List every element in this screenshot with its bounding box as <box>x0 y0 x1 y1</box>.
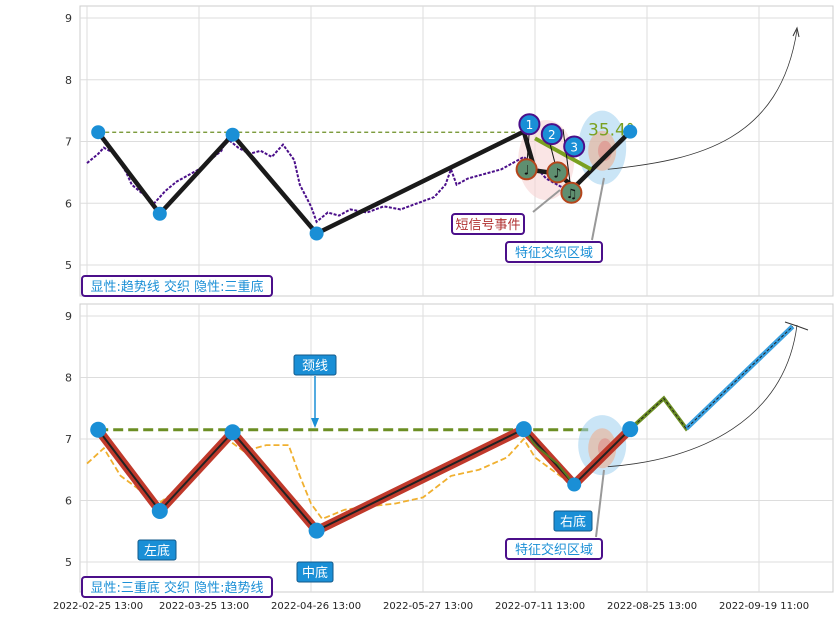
neckline-pointer-head <box>311 418 319 428</box>
price-line <box>86 136 575 224</box>
y-tick-label: 6 <box>65 495 72 508</box>
projection-arc <box>607 324 798 468</box>
plot-area-0 <box>79 5 834 297</box>
angle-label: 35.4° <box>588 120 634 140</box>
plot-area-1 <box>79 303 834 593</box>
x-tick-label: 2022-04-26 13:00 <box>271 601 361 612</box>
neckline-label-box <box>293 354 337 376</box>
note-marker <box>546 161 569 184</box>
signal-marker <box>540 123 563 146</box>
pivot-point <box>151 502 168 519</box>
pivot-point <box>622 421 639 438</box>
y-tick-label: 9 <box>65 12 72 25</box>
middle-bottom-label: 中底 <box>302 565 328 581</box>
note-marker <box>560 181 583 204</box>
arrow-head <box>792 26 800 38</box>
short-signal-label-box <box>451 213 525 235</box>
y-tick-label: 9 <box>65 310 72 323</box>
y-tick-label: 5 <box>65 556 72 569</box>
x-tick-label: 2022-03-25 13:00 <box>159 601 249 612</box>
feature-zone-label-box <box>505 241 603 263</box>
note-glyph: ♫ <box>566 187 578 202</box>
left-bottom-label-box <box>137 539 177 561</box>
legend-label: 显性:趋势线 交织 隐性:三重底 <box>90 279 263 295</box>
middle-bottom-label-box <box>296 561 334 583</box>
signal-marker <box>563 135 586 158</box>
annotation-arrow <box>591 177 605 241</box>
x-tick-label: 2022-02-25 13:00 <box>53 601 143 612</box>
pivot-point <box>224 424 241 441</box>
short-signal-label: 短信号事件 <box>455 218 520 233</box>
feature-zone-label-box <box>505 538 603 560</box>
pivot-point <box>623 124 638 139</box>
x-tick-label: 2022-09-19 11:00 <box>719 601 809 612</box>
signal-number: 1 <box>526 118 534 132</box>
x-tick-label: 2022-07-11 13:00 <box>495 601 585 612</box>
feature-zone-label: 特征交织区域 <box>515 542 593 558</box>
x-tick-label: 2022-08-25 13:00 <box>607 601 697 612</box>
angle-line <box>534 136 592 172</box>
pivot-point <box>91 125 106 140</box>
note-marker <box>515 158 538 181</box>
left-bottom-label: 左底 <box>144 543 170 559</box>
legend-label-box <box>81 275 273 297</box>
y-tick-label: 8 <box>65 74 72 87</box>
pivot-point <box>90 421 107 438</box>
y-tick-label: 6 <box>65 197 72 210</box>
note-glyph: ♪ <box>553 166 561 181</box>
pivot-point <box>309 226 324 241</box>
arrow-head <box>784 321 809 331</box>
annotation-arrow <box>595 469 605 538</box>
pivot-point <box>567 477 582 492</box>
y-tick-label: 5 <box>65 259 72 272</box>
right-bottom-label: 右底 <box>560 514 586 530</box>
pivot-point <box>225 127 240 142</box>
right-bottom-label-box <box>553 510 593 532</box>
signal-number: 2 <box>548 128 556 142</box>
signal-number: 3 <box>570 140 578 154</box>
note-glyph: ♩ <box>524 163 530 178</box>
pivot-point <box>515 421 532 438</box>
y-tick-label: 7 <box>65 433 72 446</box>
projection-arc <box>607 29 798 170</box>
x-tick-label: 2022-05-27 13:00 <box>383 601 473 612</box>
legend-label-box <box>81 576 273 598</box>
neckline-label: 颈线 <box>302 359 328 374</box>
feature-zone-mid <box>588 130 617 171</box>
trend-overlay <box>522 428 575 486</box>
pivot-point <box>308 522 325 539</box>
signal-marker <box>518 113 541 136</box>
feature-zone-label: 特征交织区域 <box>515 245 593 261</box>
y-tick-label: 8 <box>65 372 72 385</box>
pivot-point <box>152 206 167 221</box>
projection-line <box>629 326 793 430</box>
annotation-arrow <box>532 189 561 213</box>
y-tick-label: 7 <box>65 136 72 149</box>
legend-label: 显性:三重底 交织 隐性:趋势线 <box>90 580 263 596</box>
